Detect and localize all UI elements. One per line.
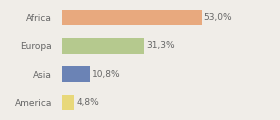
- Bar: [62, 10, 202, 25]
- Text: 10,8%: 10,8%: [92, 70, 121, 79]
- Bar: [62, 66, 90, 82]
- Text: 4,8%: 4,8%: [76, 98, 99, 107]
- Bar: [62, 38, 144, 54]
- Text: 53,0%: 53,0%: [204, 13, 232, 22]
- Bar: [62, 95, 74, 110]
- Text: 31,3%: 31,3%: [146, 41, 175, 50]
